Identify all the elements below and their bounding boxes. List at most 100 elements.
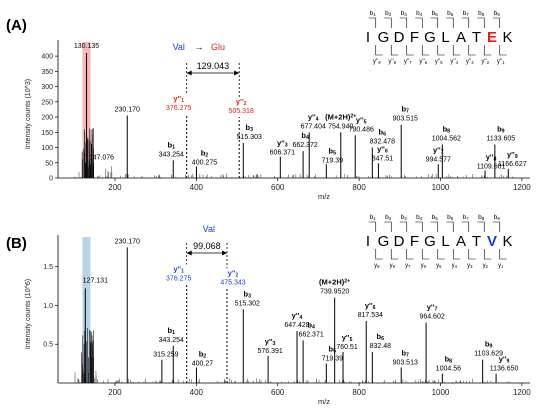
y-ion-label: y''5 bbox=[435, 59, 443, 65]
peak-ion-label: b6 bbox=[379, 128, 387, 138]
peak-ion-label: b9 bbox=[485, 340, 493, 350]
peak-ion-label: b3 bbox=[246, 123, 254, 133]
peak-value-label: 606.371 bbox=[270, 150, 295, 157]
b-ion-label: b4 bbox=[416, 214, 423, 221]
y-ion-bracket bbox=[375, 249, 383, 260]
peak-value-label: 230.170 bbox=[115, 238, 140, 245]
x-tick-label: 1000 bbox=[432, 183, 450, 192]
y-ion-label: y8 bbox=[390, 263, 396, 269]
y-ion-label: y''7 bbox=[404, 59, 412, 65]
b-ion-bracket bbox=[415, 17, 423, 28]
peak-ion-label: y''3 bbox=[277, 139, 288, 149]
y-ion-label: y''3 bbox=[466, 59, 474, 65]
b-ion-label: b6 bbox=[447, 214, 454, 221]
highlight-band bbox=[82, 237, 91, 383]
b-ion-bracket bbox=[461, 221, 470, 232]
peak-ion-label: y''2 bbox=[236, 97, 247, 107]
delta-arrow-right bbox=[222, 250, 228, 256]
peak-value-label: 376.275 bbox=[166, 276, 191, 283]
peak-ion-label: (M+2H)2+ bbox=[319, 278, 350, 287]
peak-value-label: 847.51 bbox=[372, 155, 394, 162]
y-tick-label: 100 bbox=[41, 145, 53, 152]
y-tick-label: 200 bbox=[41, 115, 53, 122]
y-ion-label: y''1 bbox=[497, 59, 505, 65]
y-tick-label: 0.5 bbox=[43, 342, 53, 349]
y-ion-bracket bbox=[499, 249, 507, 260]
b-ion-label: b9 bbox=[494, 214, 501, 221]
x-tick-label: 200 bbox=[108, 183, 122, 192]
sequence-residue: I bbox=[366, 29, 370, 46]
peak-ion-label: b4 bbox=[301, 131, 309, 141]
b-ion-bracket bbox=[492, 221, 501, 232]
sequence-residue: F bbox=[410, 233, 419, 250]
b-ion-label: b1 bbox=[370, 10, 377, 17]
b-ion-bracket bbox=[399, 17, 408, 28]
peak-value-label: 1136.650 bbox=[490, 366, 519, 373]
peak-value-label: 147.076 bbox=[89, 154, 114, 161]
peak-value-label: 994.577 bbox=[426, 156, 451, 163]
y-ion-bracket bbox=[406, 45, 414, 56]
x-tick-label: 200 bbox=[108, 388, 122, 397]
b-ion-label: b5 bbox=[432, 10, 439, 17]
peak-value-label: 230.170 bbox=[115, 107, 140, 114]
b-ion-label: b8 bbox=[478, 214, 485, 221]
b-ion-label: b3 bbox=[401, 214, 408, 221]
peak-ion-label: y''6 bbox=[365, 301, 376, 311]
peak-ion-label: b3 bbox=[244, 289, 252, 299]
y-ion-label: y3 bbox=[467, 263, 473, 269]
y-ion-bracket bbox=[421, 249, 430, 260]
y-ion-label: y4 bbox=[452, 263, 458, 269]
b-ion-bracket bbox=[384, 17, 392, 28]
peak-value-label: 515.303 bbox=[237, 134, 262, 141]
x-tick-label: 600 bbox=[271, 183, 285, 192]
y-ion-label: y6 bbox=[421, 263, 427, 269]
sequence-residue: K bbox=[502, 29, 512, 46]
peak-value-label: 739.9520 bbox=[320, 289, 349, 296]
peak-value-label: 400.27 bbox=[192, 360, 214, 367]
panel-label: (B) bbox=[6, 235, 27, 252]
y-ion-bracket bbox=[437, 249, 445, 260]
y-ion-bracket bbox=[375, 45, 383, 56]
peak-ion-label: b1 bbox=[167, 140, 175, 150]
sequence-residue: K bbox=[502, 233, 512, 250]
peak-ion-label: y''1 bbox=[173, 265, 184, 275]
spectrum-panel-b: 200 400 600 800 1000 1200 0.5 1.0 1.5 m/z Intensit… bbox=[6, 214, 531, 406]
peak-ion-label: y''4 bbox=[308, 112, 319, 122]
peak-ion-label: y''1 bbox=[173, 94, 184, 104]
b-ion-label: b2 bbox=[385, 214, 392, 221]
peak-value-label: 1133.605 bbox=[487, 135, 516, 142]
b-ion-bracket bbox=[368, 221, 377, 232]
delta-mass-label: 129.043 bbox=[197, 61, 230, 71]
y-tick-label: 0 bbox=[49, 176, 53, 183]
b-ion-label: b5 bbox=[432, 214, 439, 221]
peak-value-label: 505.318 bbox=[229, 108, 254, 115]
y-ion-bracket bbox=[421, 45, 430, 56]
peak-value-label: 576.391 bbox=[257, 348, 282, 355]
peak-value-label: 903.513 bbox=[393, 359, 418, 366]
sequence-residue: G bbox=[424, 29, 436, 46]
y-ion-bracket bbox=[452, 45, 461, 56]
peak-value-label: 1103.629 bbox=[474, 351, 503, 358]
peak-value-label: 832.48 bbox=[370, 343, 392, 350]
y-ion-label: y9 bbox=[374, 263, 380, 269]
peak-ion-label: b6 bbox=[377, 332, 385, 342]
peak-value-label: 817.534 bbox=[358, 312, 383, 319]
x-tick-label: 1200 bbox=[513, 388, 531, 397]
peak-ion-label: y''5 bbox=[356, 115, 367, 125]
mutation-to: Glu bbox=[211, 42, 225, 52]
peak-ion-label: y''2 bbox=[228, 268, 239, 278]
peak-ion-label: b2 bbox=[199, 349, 207, 359]
peak-ion-label: b8 bbox=[445, 355, 453, 365]
sequence-residue: I bbox=[366, 233, 370, 250]
peak-ion-label: y''9 bbox=[507, 150, 518, 160]
y-ion-label: y''9 bbox=[373, 59, 381, 65]
b-ion-bracket bbox=[477, 17, 485, 28]
sequence-residue: T bbox=[472, 233, 481, 250]
delta-arrow-left bbox=[186, 70, 192, 76]
peak-value-label: 515.302 bbox=[235, 300, 260, 307]
sequence-residue: E bbox=[487, 29, 497, 46]
peak-ion-label: b4 bbox=[307, 320, 315, 330]
b-ion-label: b4 bbox=[416, 10, 423, 17]
b-ion-bracket bbox=[430, 221, 439, 232]
x-axis-label: m/z bbox=[318, 397, 330, 406]
